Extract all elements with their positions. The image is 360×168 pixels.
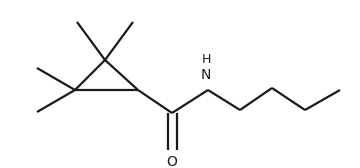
Text: N: N xyxy=(201,68,211,82)
Text: O: O xyxy=(167,155,177,168)
Text: H: H xyxy=(201,53,211,66)
